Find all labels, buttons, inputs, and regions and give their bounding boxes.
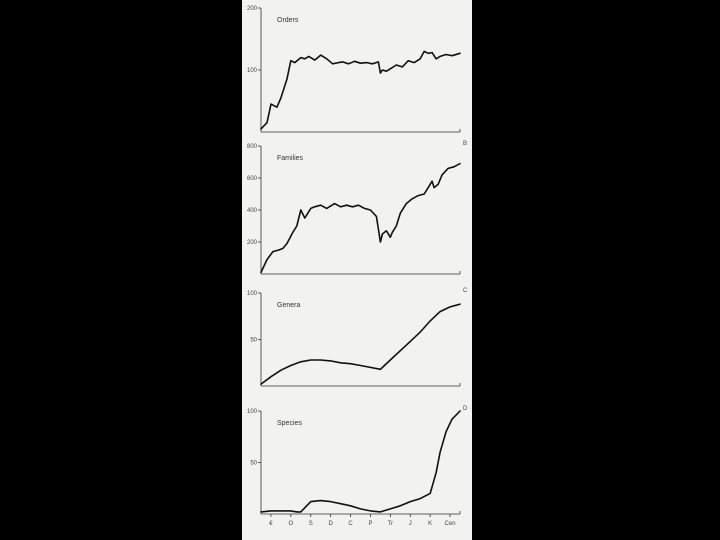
panel-3-panel-label: C: [463, 288, 468, 294]
panel-4-series-line: [260, 410, 461, 513]
panel-4-y-tick-label: 100: [247, 409, 258, 415]
panel-4-x-tick-label: Cen: [445, 521, 456, 527]
panel-1-y-tick-label: 100: [247, 68, 258, 74]
figure-svg: 100 200 Orders 200 400 600 800 Families B 50 100 Ge…: [247, 6, 468, 527]
panel-2-title: Families: [277, 155, 304, 162]
panel-4-panel-label: D: [463, 406, 468, 412]
panel-1-title: Orders: [277, 17, 299, 24]
panel-4-title: Species: [277, 420, 302, 427]
panel-2-panel-label: B: [463, 141, 467, 147]
panel-3-title: Genera: [277, 302, 300, 309]
panel-2-y-tick-label: 800: [247, 144, 258, 150]
panel-4-x-tick-label: €: [269, 521, 273, 527]
figure-page: 100 200 Orders 200 400 600 800 Families B 50 100 Ge…: [242, 0, 472, 540]
panel-4-x-tick-label: D: [328, 521, 333, 527]
panel-4-x-tick-label: S: [309, 521, 313, 527]
panel-4-x-tick-label: C: [348, 521, 353, 527]
panel-4-x-tick-label: Tr: [388, 521, 393, 527]
panel-1-y-tick-label: 200: [247, 6, 258, 12]
panel-3-y-tick-label: 50: [250, 338, 257, 344]
panel-4-x-tick-label: P: [368, 521, 372, 527]
panel-4-x-tick-label: K: [428, 521, 432, 527]
panel-2-y-tick-label: 200: [247, 240, 258, 246]
panel-4-y-tick-label: 50: [250, 461, 257, 467]
panel-4-x-tick-label: J: [409, 521, 412, 527]
panel-1-series-line: [260, 50, 461, 130]
panel-3-y-tick-label: 100: [247, 291, 258, 297]
panel-2-y-tick-label: 600: [247, 176, 258, 182]
panel-2-series-line: [260, 162, 461, 274]
panel-3-series-line: [260, 303, 461, 385]
panel-4-x-tick-label: O: [289, 521, 294, 527]
panel-2-y-tick-label: 400: [247, 208, 258, 214]
